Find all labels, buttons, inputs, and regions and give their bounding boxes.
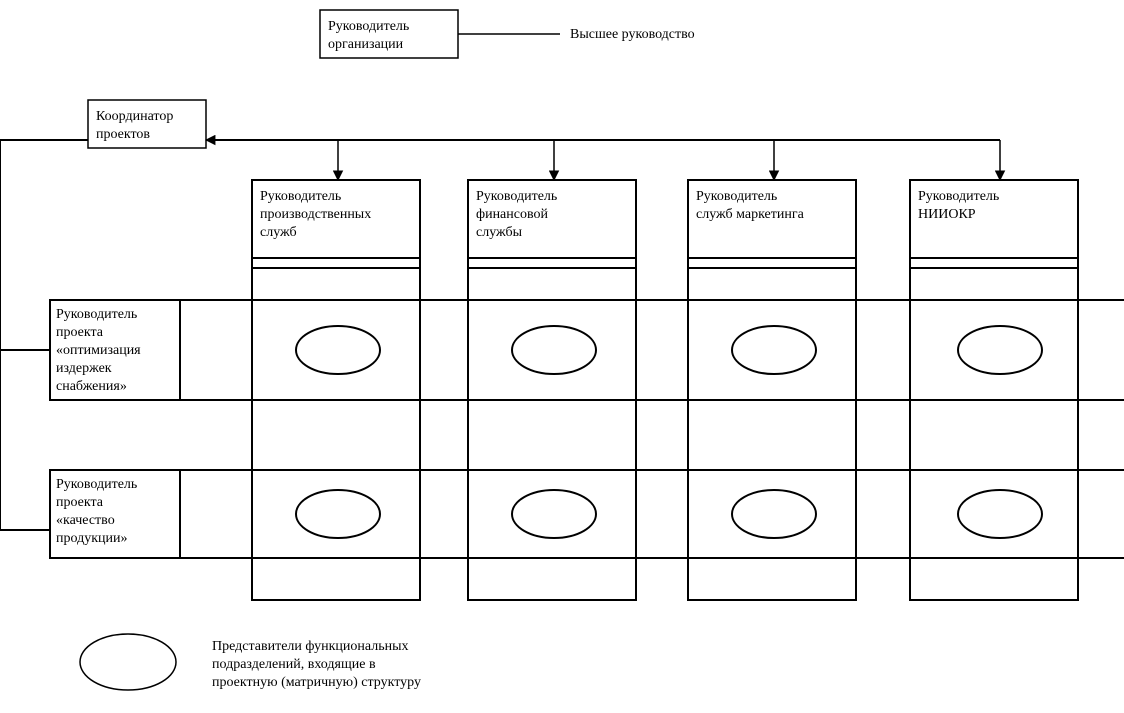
- legend-ellipse-icon: [80, 634, 176, 690]
- matrix-cell-ellipse-6: [732, 490, 816, 538]
- matrix-cell-ellipse-4: [296, 490, 380, 538]
- matrix-cell-ellipse-1: [512, 326, 596, 374]
- matrix-cell-ellipse-2: [732, 326, 816, 374]
- matrix-cell-ellipse-5: [512, 490, 596, 538]
- legend-text: Представители функциональныхподразделени…: [212, 639, 421, 690]
- matrix-cell-ellipse-7: [958, 490, 1042, 538]
- top-management-label: Высшее руководство: [570, 27, 695, 42]
- matrix-org-diagram: РуководительорганизацииВысшее руководств…: [0, 0, 1124, 713]
- matrix-cell-ellipse-3: [958, 326, 1042, 374]
- matrix-cell-ellipse-0: [296, 326, 380, 374]
